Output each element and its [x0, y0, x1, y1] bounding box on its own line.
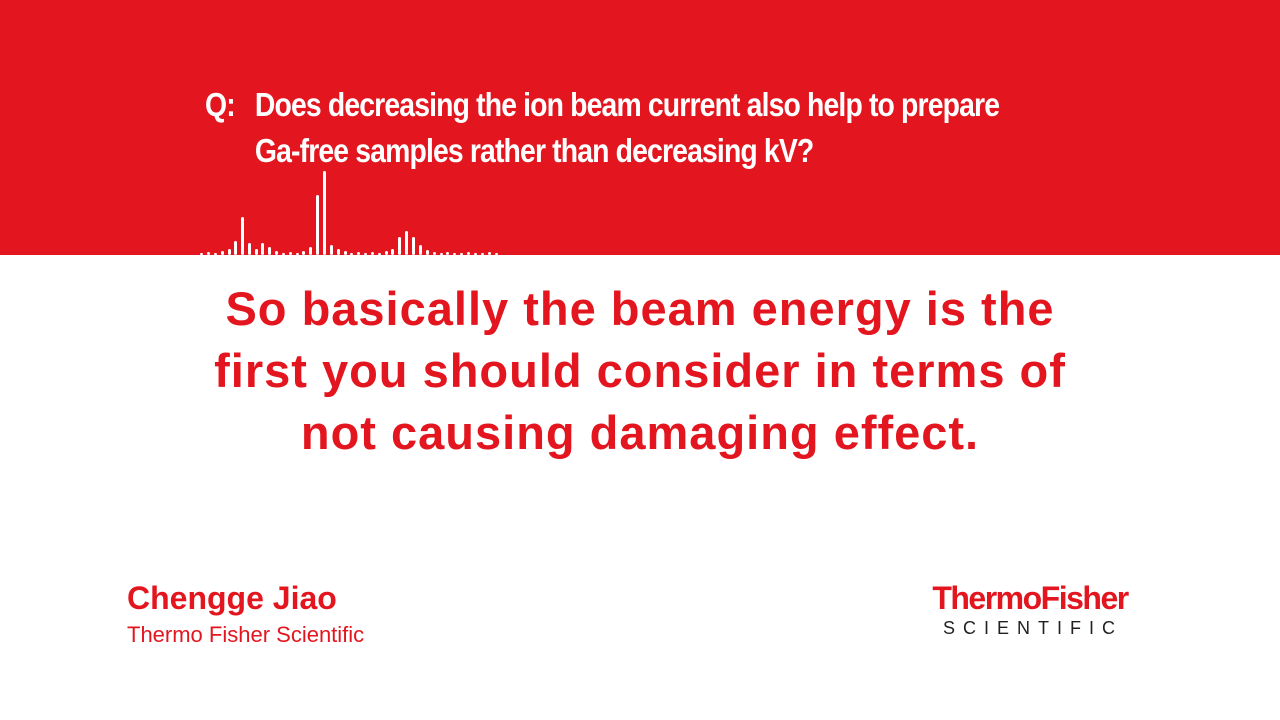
waveform-bar [316, 195, 319, 255]
waveform-bar [405, 231, 408, 255]
waveform-bar [296, 253, 299, 255]
waveform-bar [426, 250, 429, 255]
waveform-bar [330, 245, 333, 255]
waveform-bar [337, 249, 340, 255]
caption-line-3: not causing damaging effect. [300, 406, 980, 459]
question-banner [0, 0, 1280, 255]
question-line-2: Ga-free samples rather than decreasing k… [254, 132, 814, 169]
waveform-bar [302, 251, 305, 255]
waveform-bar [481, 253, 484, 255]
waveform-bar [289, 252, 292, 255]
waveform-bar [200, 253, 203, 255]
caption-line-2: first you should consider in terms of [214, 344, 1066, 397]
waveform-bar [221, 251, 224, 255]
audio-waveform-icon [200, 171, 498, 255]
subtitle-caption: So basically the beam energy is the firs… [0, 278, 1280, 464]
waveform-bar [357, 252, 360, 255]
waveform-bar [433, 252, 436, 255]
waveform-bar [371, 252, 374, 255]
waveform-bar [350, 253, 353, 255]
waveform-bar [261, 243, 264, 255]
waveform-bar [391, 249, 394, 255]
question-prefix: Q: [205, 86, 236, 123]
waveform-bar [460, 253, 463, 255]
speaker-name: Chengge Jiao [127, 580, 337, 616]
waveform-bar [323, 171, 326, 255]
question-text: Q: Does decreasing the ion beam current a… [205, 82, 1065, 174]
waveform-bar [275, 251, 278, 255]
waveform-bar [488, 252, 491, 255]
waveform-bar [268, 247, 271, 255]
waveform-bar [234, 241, 237, 255]
waveform-bar [248, 243, 251, 255]
logo-tagline: SCIENTIFIC [942, 618, 1123, 638]
waveform-bar [453, 253, 456, 255]
waveform-bar [228, 249, 231, 255]
waveform-bar [495, 253, 498, 255]
waveform-bar [255, 249, 258, 255]
logo-wordmark: ThermoFisher [932, 580, 1129, 616]
waveform-bar [440, 253, 443, 255]
waveform-bar [446, 252, 449, 255]
waveform-bar [474, 253, 477, 255]
waveform-bar [385, 251, 388, 255]
question-line-1: Q: Does decreasing the ion beam current a… [205, 82, 1065, 128]
thermo-fisher-logo: ThermoFisher SCIENTIFIC [905, 578, 1155, 648]
waveform-bar [309, 247, 312, 255]
caption-line-1: So basically the beam energy is the [225, 282, 1055, 335]
waveform-bar [419, 245, 422, 255]
waveform-bar [207, 252, 210, 255]
waveform-bar [241, 217, 244, 255]
question-line-1-text: Does decreasing the ion beam current als… [254, 86, 1000, 123]
waveform-bar [282, 253, 285, 255]
waveform-bar [467, 252, 470, 255]
waveform-bar [398, 237, 401, 255]
waveform-bar [364, 253, 367, 255]
waveform-bar [378, 253, 381, 255]
waveform-bar [344, 251, 347, 255]
waveform-bar [214, 253, 217, 255]
waveform-bar [412, 237, 415, 255]
speaker-organization: Thermo Fisher Scientific [127, 622, 365, 647]
